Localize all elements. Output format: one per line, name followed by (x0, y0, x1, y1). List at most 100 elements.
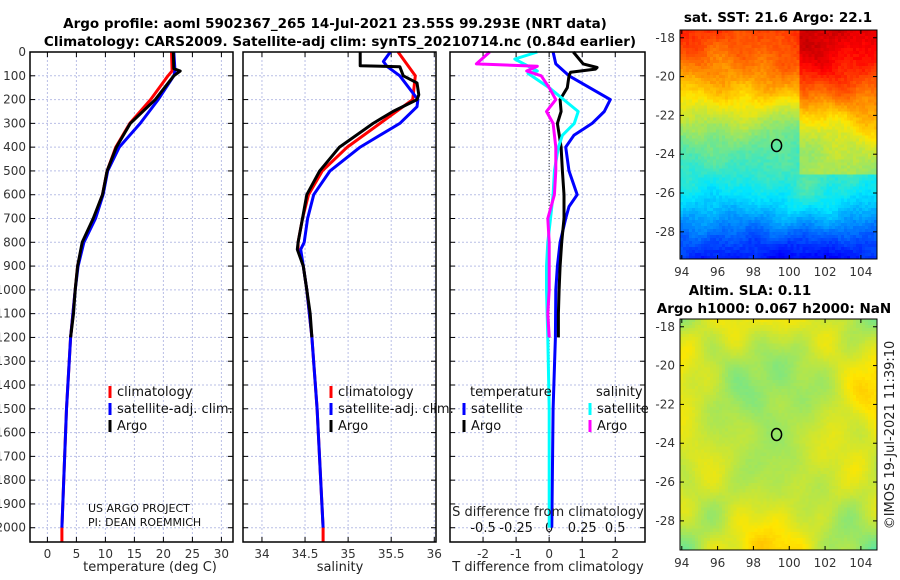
legend-header-salinity: salinity (596, 385, 643, 400)
lon-tick-label: 100 (778, 556, 801, 570)
legend-header-temperature: temperature (470, 385, 552, 400)
y-tick-label: 1800 (0, 473, 26, 487)
y-tick-label: 1900 (0, 497, 26, 511)
x-tick-label: 36 (427, 547, 442, 561)
x-tick-label: 0 (44, 547, 52, 561)
lat-tick-label: -28 (655, 514, 675, 528)
plot-area (30, 52, 233, 542)
lat-tick-label: -26 (655, 186, 675, 200)
plot-area (243, 52, 436, 542)
map-frame (680, 30, 877, 259)
project-annotation: US ARGO PROJECT (88, 502, 190, 515)
lat-tick-label: -22 (655, 397, 675, 411)
s-difference-xlabel: S difference from climatology (452, 505, 644, 520)
temperature-xlabel: temperature (deg C) (83, 560, 217, 575)
lon-tick-label: 100 (778, 265, 801, 279)
legend-label: climatology (117, 385, 193, 400)
lon-tick-label: 102 (814, 556, 837, 570)
y-tick-label: 1100 (0, 307, 26, 321)
legend-label: Argo (471, 419, 501, 434)
x-tick-label: 15 (127, 547, 142, 561)
argo-position-marker (772, 139, 782, 151)
lat-tick-label: -22 (655, 108, 675, 122)
lat-tick-label: -18 (655, 320, 675, 334)
x-tick-label: 35.5 (378, 547, 405, 561)
x-tick-label: 10 (98, 547, 113, 561)
lon-tick-label: 98 (746, 556, 761, 570)
pi-annotation: PI: DEAN ROEMMICH (88, 516, 201, 529)
argo-profile-figure: Argo profile: aoml 5902367_265 14-Jul-20… (0, 0, 900, 580)
y-tick-label: 1200 (0, 330, 26, 344)
difference-panel: -2 -1 0 1 2-0.5 -0.25 0 0.25 0.5 (450, 52, 645, 561)
x-tick-label: -2 (477, 547, 489, 561)
x2-tick-label: -0.25 (499, 521, 533, 536)
lon-tick-label: 94 (674, 265, 689, 279)
x-tick-label: 1 (578, 547, 586, 561)
x-tick-label: 30 (214, 547, 229, 561)
t-difference-xlabel: T difference from climatology (451, 560, 644, 575)
y-tick-label: 400 (3, 140, 26, 154)
y-tick-label: 2000 (0, 521, 26, 535)
x-tick-label: 20 (156, 547, 171, 561)
y-tick-label: 1500 (0, 402, 26, 416)
lat-tick-label: -24 (655, 147, 675, 161)
y-tick-label: 300 (3, 116, 26, 130)
x2-tick-label: 0.25 (568, 521, 597, 536)
y-tick-label: 200 (3, 93, 26, 107)
argo-position-marker (772, 429, 782, 441)
legend-label: satellite-adj. clim. (117, 402, 233, 417)
legend-label: Argo (597, 419, 627, 434)
x-tick-label: 2 (611, 547, 619, 561)
sst-map-title: sat. SST: 21.6 Argo: 22.1 (684, 10, 872, 26)
lat-tick-label: -20 (655, 359, 675, 373)
y-tick-label: 700 (3, 212, 26, 226)
y-tick-label: 1400 (0, 378, 26, 392)
x-tick-label: 5 (73, 547, 81, 561)
lon-tick-label: 104 (849, 556, 872, 570)
sla-map-title: Altim. SLA: 0.11 (689, 283, 811, 299)
x-tick-label: 25 (185, 547, 200, 561)
y-tick-label: 900 (3, 259, 26, 273)
legend-label: satellite (471, 402, 523, 417)
legend-label: Argo (338, 419, 368, 434)
lat-tick-label: -26 (655, 475, 675, 489)
x-tick-label: -1 (510, 547, 522, 561)
y-tick-label: 1000 (0, 283, 26, 297)
salinity-panel: 34 34.5 35 35.5 36 (243, 52, 442, 561)
legend-label: Argo (117, 419, 147, 434)
y-tick-label: 100 (3, 69, 26, 83)
sla-map-axes: 94 96 98 100 102 104 -18 -20 -22 -24 -26 -28 (655, 319, 877, 570)
temperature-panel: 0 5 10 15 20 25 300100200300400500600700800900… (0, 45, 233, 561)
y-tick-label: 500 (3, 164, 26, 178)
x2-tick-label: -0.5 (470, 521, 495, 536)
lat-tick-label: -18 (655, 31, 675, 45)
map-frame (680, 319, 877, 550)
y-tick-label: 1300 (0, 354, 26, 368)
x-tick-label: 35 (340, 547, 355, 561)
copyright-text: ©IMOS 19-Jul-2021 11:39:10 (883, 341, 898, 530)
figure-title-line1: Argo profile: aoml 5902367_265 14-Jul-20… (63, 16, 607, 32)
x2-tick-label: 0.5 (605, 521, 626, 536)
y-tick-label: 1600 (0, 426, 26, 440)
y-tick-label: 0 (18, 45, 26, 59)
figure-title-line2: Climatology: CARS2009. Satellite-adj cli… (44, 34, 636, 50)
lat-tick-label: -24 (655, 436, 675, 450)
lat-tick-label: -28 (655, 225, 675, 239)
legend-label: satellite (597, 402, 649, 417)
y-tick-label: 800 (3, 235, 26, 249)
lon-tick-label: 96 (710, 556, 725, 570)
sst-map-axes: 94 96 98 100 102 104 -18 -20 -22 -24 -26 -28 (655, 30, 877, 279)
lon-tick-label: 102 (814, 265, 837, 279)
salinity-xlabel: salinity (317, 560, 364, 575)
lon-tick-label: 104 (849, 265, 872, 279)
lon-tick-label: 94 (674, 556, 689, 570)
legend-label: satellite-adj. clim. (338, 402, 454, 417)
x-tick-label: 34 (254, 547, 269, 561)
x-tick-label: 34.5 (292, 547, 319, 561)
lon-tick-label: 96 (710, 265, 725, 279)
legend-label: climatology (338, 385, 414, 400)
y-tick-label: 1700 (0, 449, 26, 463)
x-tick-label: 0 (545, 547, 553, 561)
lat-tick-label: -20 (655, 70, 675, 84)
lon-tick-label: 98 (746, 265, 761, 279)
